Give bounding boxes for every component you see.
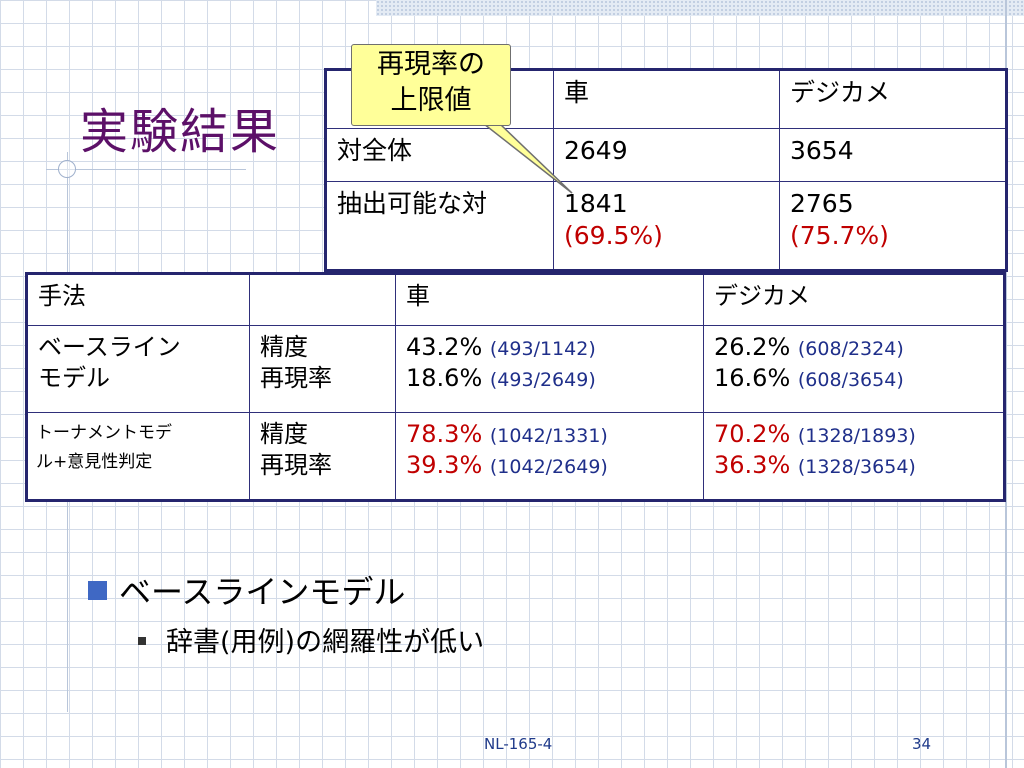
recall-fraction: (608/3654) [797,368,904,391]
precision-fraction: (493/1142) [489,338,596,360]
camera-value: 2765 [790,189,854,218]
car-value: 2649 [553,128,780,182]
recall-value: 39.3% [406,450,483,479]
precision-fraction: (1328/1893) [797,425,916,447]
header-cell-car: 車 [553,69,780,129]
precision-value: 26.2% [714,333,791,361]
recall-fraction: (493/2649) [489,368,596,391]
bullet-text: ベースラインモデル [119,573,406,611]
callout-line-2: 上限値 [390,85,472,117]
results-table: 手法 車 デジカメ ベースライン モデル 精度 再現率 43.2% (493/1… [25,272,1006,502]
precision-fraction: (1042/1331) [489,425,608,447]
recall-line: 36.3% (1328/3654) [714,450,993,481]
precision-line: 43.2% (493/1142) [406,332,693,363]
header-cell-car: 車 [395,273,704,326]
recall-value: 36.3% [714,450,791,479]
decoration-circle-icon [58,160,76,178]
recall-fraction: (1328/3654) [797,455,916,478]
precision-value: 70.2% [714,420,791,448]
recall-value: 18.6% [406,363,483,392]
header-decoration-bar [376,0,1024,16]
bullet-text: 辞書(用例)の網羅性が低い [166,627,485,658]
precision-value: 43.2% [406,333,483,361]
recall-upper-bound-callout: 再現率の 上限値 [351,44,511,126]
recall-fraction: (1042/2649) [489,455,608,478]
table-row: トーナメントモデ ル+意見性判定 精度 再現率 78.3% (1042/1331… [26,412,1005,501]
camera-value: 3654 [779,128,1007,182]
method-name: トーナメントモデ ル+意見性判定 [26,412,250,501]
page-number: 34 [912,735,932,753]
precision-fraction: (608/2324) [797,338,904,360]
bullet-level-2: 辞書(用例)の網羅性が低い [138,620,484,659]
small-square-bullet-icon [138,637,146,645]
row-label: 抽出可能な対 [325,181,554,271]
title-underline [46,169,246,170]
table-row: ベースライン モデル 精度 再現率 43.2% (493/1142) 18.6%… [26,325,1005,413]
header-cell-metric [249,273,396,326]
camera-percent: (75.7%) [790,221,889,250]
recall-value: 16.6% [714,363,791,392]
precision-value: 78.3% [406,420,483,448]
table-row: 抽出可能な対 1841 (69.5%) 2765 (75.7%) [325,181,1007,271]
table-header-row: 手法 車 デジカメ [26,273,1005,326]
precision-line: 78.3% (1042/1331) [406,419,693,450]
recall-line: 18.6% (493/2649) [406,363,693,394]
recall-line: 16.6% (608/3654) [714,363,993,394]
header-cell-method: 手法 [26,273,250,326]
metric-names: 精度 再現率 [249,412,396,501]
precision-line: 70.2% (1328/1893) [714,419,993,450]
method-name: ベースライン モデル [26,325,250,413]
metric-names: 精度 再現率 [249,325,396,413]
callout-line-1: 再現率の [377,49,485,80]
square-bullet-icon [88,581,107,600]
row-label: 対全体 [325,128,554,182]
recall-line: 39.3% (1042/2649) [406,450,693,481]
car-cell: 1841 (69.5%) [553,181,780,271]
footer-label: NL-165-4 [484,735,553,753]
car-value: 1841 [564,189,628,218]
camera-cell: 2765 (75.7%) [779,181,1007,271]
table-row: 対全体 2649 3654 [325,128,1007,182]
car-results: 78.3% (1042/1331) 39.3% (1042/2649) [395,412,704,501]
right-decoration-line [1005,0,1007,768]
header-cell-camera: デジカメ [703,273,1005,326]
bullet-level-1: ベースラインモデル [88,567,405,613]
camera-results: 70.2% (1328/1893) 36.3% (1328/3654) [703,412,1005,501]
car-results: 43.2% (493/1142) 18.6% (493/2649) [395,325,704,413]
camera-results: 26.2% (608/2324) 16.6% (608/3654) [703,325,1005,413]
precision-line: 26.2% (608/2324) [714,332,993,363]
slide-title: 実験結果 [80,104,281,160]
car-percent: (69.5%) [564,221,663,250]
header-cell-camera: デジカメ [779,69,1007,129]
